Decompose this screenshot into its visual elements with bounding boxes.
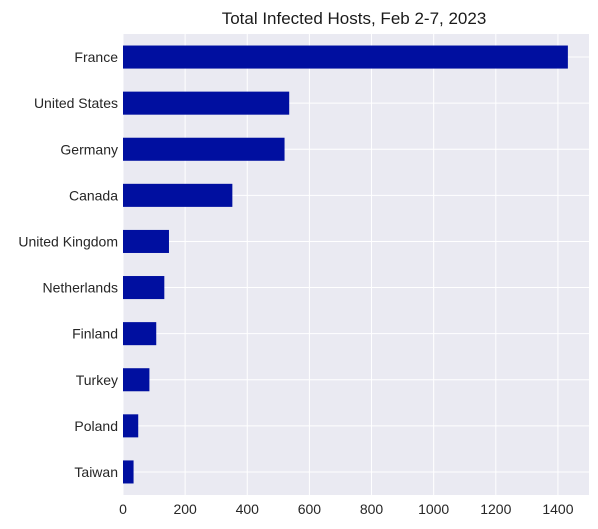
x-tick-label: 1200 (480, 501, 511, 517)
x-tick-labels: 0 200 400 600 800 1000 1200 1400 (119, 501, 574, 517)
y-tick-label: France (74, 49, 118, 65)
bar (123, 183, 233, 207)
bars (123, 45, 568, 484)
bar (123, 276, 165, 300)
x-tick-label: 1000 (418, 501, 449, 517)
x-tick-label: 200 (173, 501, 197, 517)
y-tick-label: United States (34, 95, 118, 111)
y-tick-label: Taiwan (74, 464, 118, 480)
bar (123, 368, 150, 392)
x-tick-label: 600 (298, 501, 322, 517)
y-tick-label: Poland (74, 418, 118, 434)
y-tick-labels: France United States Germany Canada United K… (18, 49, 118, 480)
y-tick-label: Germany (60, 141, 118, 157)
y-tick-label: Turkey (76, 372, 118, 388)
x-tick-label: 0 (119, 501, 127, 517)
chart-title: Total Infected Hosts, Feb 2-7, 2023 (222, 9, 487, 28)
bar (123, 91, 290, 115)
y-tick-label: United Kingdom (18, 233, 118, 249)
x-tick-label: 400 (236, 501, 260, 517)
y-tick-label: Finland (72, 326, 118, 342)
bar (123, 414, 139, 438)
bar (123, 137, 285, 161)
bar (123, 45, 568, 69)
bar (123, 322, 157, 346)
bar (123, 229, 169, 253)
x-tick-label: 1400 (542, 501, 573, 517)
y-tick-label: Canada (69, 187, 118, 203)
bar (123, 460, 134, 484)
y-tick-label: Netherlands (43, 280, 119, 296)
x-tick-label: 800 (360, 501, 384, 517)
